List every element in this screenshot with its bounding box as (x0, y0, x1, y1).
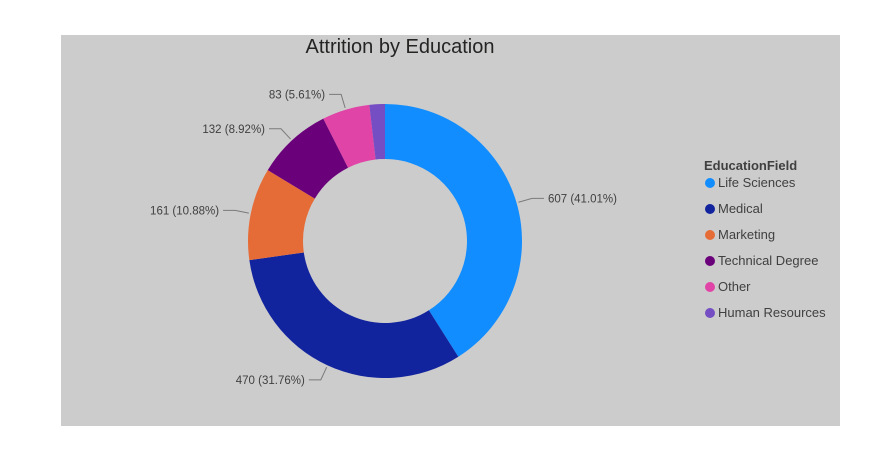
slice-technical-degree[interactable] (267, 118, 349, 199)
legend-item[interactable]: Marketing (705, 227, 775, 242)
slice-marketing[interactable] (248, 170, 315, 261)
leader-line (223, 209, 249, 214)
data-label: 607 (41.01%) (548, 193, 617, 205)
data-label: 161 (10.88%) (150, 205, 219, 217)
slice-human-resources[interactable] (369, 104, 385, 160)
legend-label: Marketing (718, 227, 775, 242)
slice-medical[interactable] (249, 252, 459, 378)
legend-label: Medical (718, 201, 763, 216)
legend-item[interactable]: Technical Degree (705, 253, 818, 268)
legend: EducationField Life Sciences Medical Marke… (704, 158, 826, 320)
legend-label: Technical Degree (718, 253, 818, 268)
slice-life-sciences[interactable] (385, 104, 522, 357)
chart-title: Attrition by Education (306, 36, 495, 58)
legend-marker (705, 308, 715, 318)
data-label: 132 (8.92%) (202, 124, 265, 136)
data-label: 470 (31.76%) (236, 375, 305, 387)
donut-chart: Attrition by Education 607 (41.01%) 470 (… (150, 36, 826, 387)
legend-label: Other (718, 279, 751, 294)
chart-card: Attrition by Education 607 (41.01%) 470 (… (61, 35, 840, 426)
leader-line (269, 128, 291, 140)
legend-item[interactable]: Life Sciences (705, 175, 796, 190)
slice-other[interactable] (323, 104, 376, 168)
leader-line (329, 93, 346, 108)
legend-marker (705, 256, 715, 266)
legend-label: Life Sciences (718, 175, 796, 190)
legend-label: Human Resources (718, 305, 826, 320)
data-label: 83 (5.61%) (269, 89, 325, 101)
legend-marker (705, 178, 715, 188)
legend-item[interactable]: Human Resources (705, 305, 826, 320)
legend-title: EducationField (704, 158, 797, 173)
legend-marker (705, 204, 715, 214)
leader-line (308, 366, 328, 381)
legend-marker (705, 282, 715, 292)
leader-line (518, 197, 544, 203)
legend-marker (705, 230, 715, 240)
legend-item[interactable]: Medical (705, 201, 763, 216)
donut-slices (248, 104, 522, 378)
legend-item[interactable]: Other (705, 279, 751, 294)
data-labels: 607 (41.01%) 470 (31.76%) 161 (10.88%) 132 … (150, 89, 617, 386)
